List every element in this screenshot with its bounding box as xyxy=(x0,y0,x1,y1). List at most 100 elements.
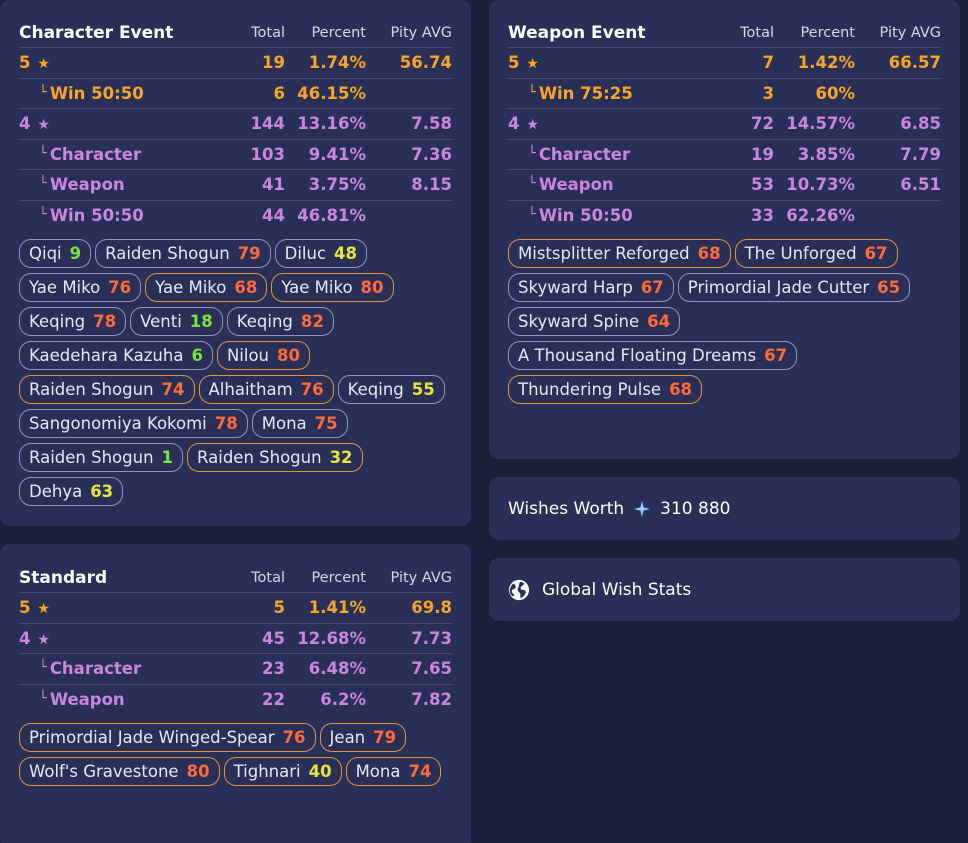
pull-pill[interactable]: Mistsplitter Reforged 68 xyxy=(508,239,731,268)
row-pity: 66.57 xyxy=(888,53,941,73)
pull-pity: 80 xyxy=(360,278,384,297)
row-label: └ Win 50:50 xyxy=(528,206,714,225)
row-total: 45 xyxy=(262,628,285,648)
pull-pill[interactable]: Skyward Spine 64 xyxy=(508,307,681,336)
row-total: 5 xyxy=(273,598,285,618)
character-event-pulls: Qiqi 9 Raiden Shogun 79 Diluc 48 Yae Miko 76 Yae… xyxy=(19,239,452,506)
pull-pill[interactable]: Wolf's Gravestone 80 xyxy=(19,757,220,786)
star-icon: ★ xyxy=(32,56,50,73)
pull-name: Mona xyxy=(355,762,401,781)
pull-name: Alhaitham xyxy=(208,380,293,399)
row-total: 53 xyxy=(751,175,774,195)
pull-pill[interactable]: Yae Miko 68 xyxy=(145,273,268,302)
table-row: └ Weapon 53 10.73% 6.51 xyxy=(508,170,941,201)
row-label-text: Win 50:50 xyxy=(49,83,144,103)
row-label-text: 5 xyxy=(19,53,31,73)
pull-name: Kaedehara Kazuha xyxy=(29,346,184,365)
pull-pity: 74 xyxy=(161,380,185,399)
row-percent: 3.85% xyxy=(797,144,855,164)
standard-pulls: Primordial Jade Winged-Spear 76 Jean 79 Wolf… xyxy=(19,723,452,786)
pull-pill[interactable]: A Thousand Floating Dreams 67 xyxy=(508,341,798,370)
pull-pill[interactable]: Qiqi 9 xyxy=(19,239,92,268)
pull-pill[interactable]: Tighnari 40 xyxy=(223,757,342,786)
row-label: └ Win 50:50 xyxy=(39,206,225,225)
pull-pill[interactable]: The Unforged 67 xyxy=(734,239,898,268)
table-row: └ Character 103 9.41% 7.36 xyxy=(19,140,452,170)
pull-pill[interactable]: Alhaitham 76 xyxy=(198,375,334,404)
pull-pill[interactable]: Primordial Jade Winged-Spear 76 xyxy=(19,723,316,752)
pull-pity: 55 xyxy=(411,380,435,399)
table-row: 4 ★ 72 14.57% 6.85 xyxy=(508,109,941,140)
row-pity: 7.79 xyxy=(900,144,941,164)
row-total: 23 xyxy=(262,659,285,679)
pull-pill[interactable]: Raiden Shogun 1 xyxy=(19,443,184,472)
weapon-event-pulls: Mistsplitter Reforged 68 The Unforged 67 Sky… xyxy=(508,239,941,404)
pull-pill[interactable]: Yae Miko 80 xyxy=(271,273,394,302)
pull-pill[interactable]: Raiden Shogun 74 xyxy=(19,375,195,404)
pull-pity: 1 xyxy=(161,448,174,467)
character-event-table: Character Event Total Percent Pity AVG 5 ★ 19… xyxy=(19,18,452,231)
row-label-text: 5 xyxy=(508,53,520,73)
pull-pill[interactable]: Keqing 55 xyxy=(337,375,445,404)
pull-pity: 80 xyxy=(186,762,210,781)
pull-name: Jean xyxy=(329,728,366,747)
pull-pill[interactable]: Nilou 80 xyxy=(216,341,310,370)
global-wish-stats-card[interactable]: Global Wish Stats xyxy=(489,558,960,621)
pull-pill[interactable]: Keqing 82 xyxy=(226,307,334,336)
row-label-text: Weapon xyxy=(49,690,125,710)
pull-pity: 65 xyxy=(877,278,901,297)
table-row: 4 ★ 144 13.16% 7.58 xyxy=(19,109,452,140)
pull-pill[interactable]: Mona 75 xyxy=(251,409,348,438)
pull-pity: 68 xyxy=(669,380,693,399)
pull-pill[interactable]: Yae Miko 76 xyxy=(19,273,142,302)
pull-name: Raiden Shogun xyxy=(105,244,230,263)
pull-name: Wolf's Gravestone xyxy=(29,762,179,781)
pull-pill[interactable]: Jean 79 xyxy=(319,723,407,752)
pull-pill[interactable]: Raiden Shogun 32 xyxy=(187,443,363,472)
pull-pill[interactable]: Sangonomiya Kokomi 78 xyxy=(19,409,248,438)
row-label: └ Weapon xyxy=(39,175,225,194)
pull-name: Primordial Jade Winged-Spear xyxy=(29,728,275,747)
row-label-text: Win 50:50 xyxy=(538,206,633,226)
pull-pity: 6 xyxy=(191,346,203,365)
pull-pill[interactable]: Keqing 78 xyxy=(19,307,127,336)
pull-pill[interactable]: Dehya 63 xyxy=(19,477,124,506)
branch-icon: └ xyxy=(528,176,536,192)
section-title: Weapon Event xyxy=(508,22,646,43)
table-header: Weapon Event Total Percent Pity AVG xyxy=(508,18,941,48)
pull-pill[interactable]: Primordial Jade Cutter 65 xyxy=(677,273,911,302)
table-row: 4 ★ 45 12.68% 7.73 xyxy=(19,624,452,654)
pull-pill[interactable]: Kaedehara Kazuha 6 xyxy=(19,341,213,370)
header-percent: Percent xyxy=(311,569,366,586)
row-total: 72 xyxy=(751,114,774,134)
pull-pill[interactable]: Mona 74 xyxy=(345,757,442,786)
pull-pill[interactable]: Skyward Harp 67 xyxy=(508,273,674,302)
pull-name: Thundering Pulse xyxy=(518,380,662,399)
branch-icon: └ xyxy=(39,145,47,161)
row-percent: 1.74% xyxy=(308,53,366,73)
pull-name: Sangonomiya Kokomi xyxy=(29,414,207,433)
weapon-event-table: Weapon Event Total Percent Pity AVG 5 ★ 7 1.42… xyxy=(508,18,941,231)
pull-name: Keqing xyxy=(347,380,404,399)
section-title: Character Event xyxy=(19,22,174,43)
pull-pill[interactable]: Venti 18 xyxy=(130,307,223,336)
pull-pity: 48 xyxy=(334,244,358,263)
pull-pity: 75 xyxy=(314,414,338,433)
row-total: 44 xyxy=(262,206,285,226)
row-label: 5 ★ xyxy=(19,598,225,617)
table-row: └ Win 75:25 3 60% xyxy=(508,79,941,109)
pull-pill[interactable]: Raiden Shogun 79 xyxy=(95,239,271,268)
pull-name: Mistsplitter Reforged xyxy=(518,244,690,263)
pull-pity: 79 xyxy=(237,244,261,263)
pull-pill[interactable]: Diluc 48 xyxy=(274,239,368,268)
table-row: 5 ★ 19 1.74% 56.74 xyxy=(19,48,452,79)
pull-name: Keqing xyxy=(236,312,293,331)
row-total: 7 xyxy=(762,53,774,73)
pull-name: Tighnari xyxy=(233,762,301,781)
row-total: 41 xyxy=(262,175,285,195)
row-total: 6 xyxy=(273,83,285,103)
pull-pill[interactable]: Thundering Pulse 68 xyxy=(508,375,703,404)
row-percent: 12.68% xyxy=(297,628,366,648)
row-percent: 6.2% xyxy=(320,690,366,710)
pull-name: Venti xyxy=(140,312,182,331)
